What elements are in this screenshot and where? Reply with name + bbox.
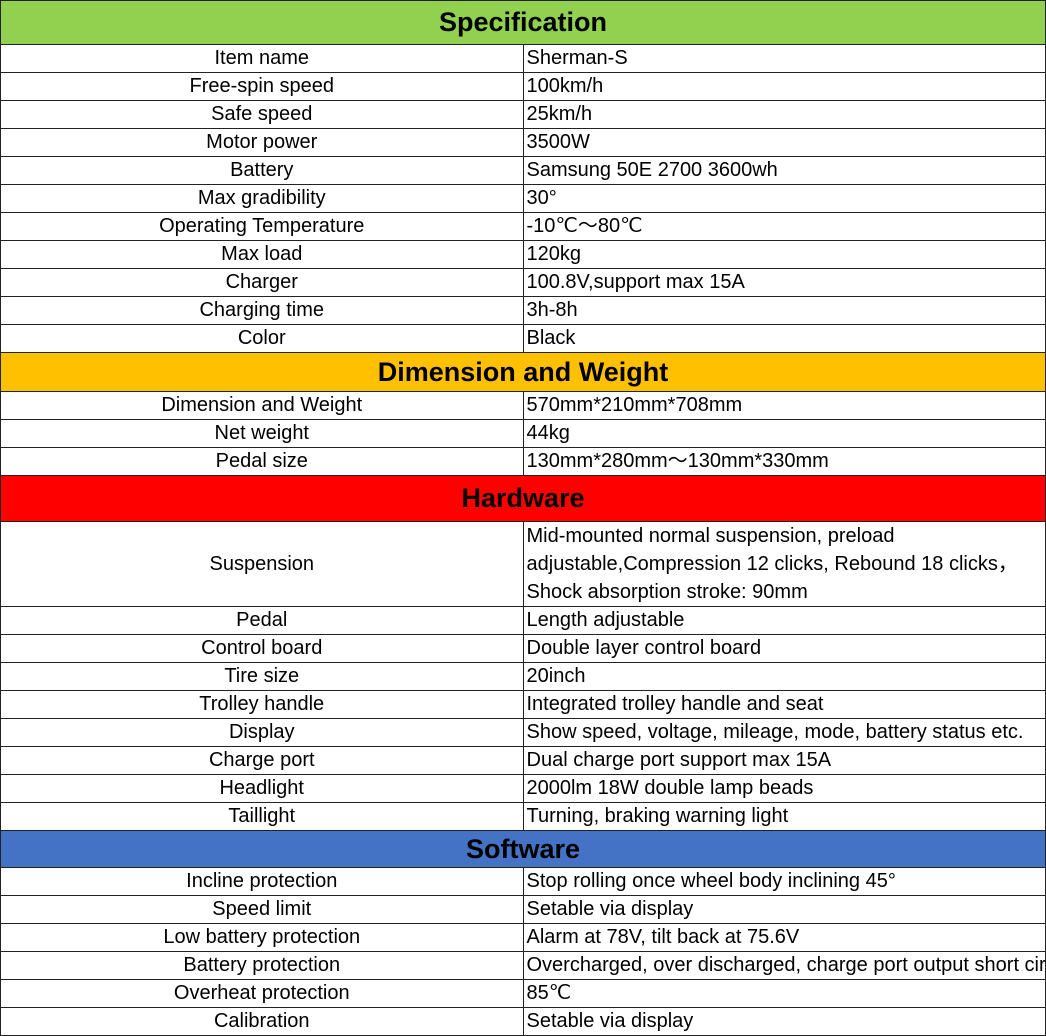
row-value: Mid-mounted normal suspension, preload a… [522,521,1046,607]
table-row: Max gradibility 30° [0,184,1046,213]
row-value: -10℃～80℃ [522,212,1046,241]
table-row: Suspension Mid-mounted normal suspension,… [0,521,1046,607]
table-row: Color Black [0,324,1046,353]
row-label: Charging time [0,296,524,325]
table-row: Taillight Turning, braking warning light [0,802,1046,831]
section-header-row: Specification [0,0,1046,45]
row-value: 570mm*210mm*708mm [522,391,1046,420]
section-title: Hardware [0,475,1046,522]
table-row: Charging time 3h-8h [0,296,1046,325]
row-value: 25km/h [522,100,1046,129]
row-label: Tire size [0,662,524,691]
row-label: Control board [0,634,524,663]
table-row: Calibration Setable via display [0,1007,1046,1036]
row-label: Max gradibility [0,184,524,213]
row-value: 100km/h [522,72,1046,101]
row-value: Sherman-S [522,44,1046,73]
row-value: Setable via display [522,1007,1046,1036]
row-label: Max load [0,240,524,269]
section-header-row: Software [0,830,1046,868]
table-row: Overheat protection 85℃ [0,979,1046,1008]
row-label: Battery protection [0,951,524,980]
row-label: Safe speed [0,100,524,129]
row-label: Suspension [0,521,524,607]
table-row: Low battery protection Alarm at 78V, tilt… [0,923,1046,952]
row-label: Overheat protection [0,979,524,1008]
table-row: Free-spin speed 100km/h [0,72,1046,101]
table-row: Max load 120kg [0,240,1046,269]
row-label: Net weight [0,419,524,448]
row-value: 44kg [522,419,1046,448]
row-label: Battery [0,156,524,185]
row-value: Overcharged, over discharged, charge por… [522,951,1046,980]
row-value: 3500W [522,128,1046,157]
row-label: Trolley handle [0,690,524,719]
table-row: Pedal Length adjustable [0,606,1046,635]
table-row: Charger 100.8V,support max 15A [0,268,1046,297]
table-row: Item name Sherman-S [0,44,1046,73]
section-header-row: Dimension and Weight [0,352,1046,392]
row-label: Pedal [0,606,524,635]
table-row: Speed limit Setable via display [0,895,1046,924]
table-row: Tire size 20inch [0,662,1046,691]
row-value: 85℃ [522,979,1046,1008]
row-value: 30° [522,184,1046,213]
row-label: Motor power [0,128,524,157]
row-value: Setable via display [522,895,1046,924]
row-label: Taillight [0,802,524,831]
row-value: Stop rolling once wheel body inclining 4… [522,867,1046,896]
row-value: Black [522,324,1046,353]
section-title: Dimension and Weight [0,352,1046,392]
row-value: Double layer control board [522,634,1046,663]
section-title: Software [0,830,1046,868]
row-label: Item name [0,44,524,73]
row-value: 130mm*280mm～130mm*330mm [522,447,1046,476]
row-label: Color [0,324,524,353]
row-value: 20inch [522,662,1046,691]
table-row: Trolley handle Integrated trolley handle … [0,690,1046,719]
section-header-row: Hardware [0,475,1046,522]
row-value: 3h-8h [522,296,1046,325]
row-value: 100.8V,support max 15A [522,268,1046,297]
table-row: Control board Double layer control board [0,634,1046,663]
table-row: Safe speed 25km/h [0,100,1046,129]
row-label: Dimension and Weight [0,391,524,420]
row-label: Low battery protection [0,923,524,952]
row-value: Dual charge port support max 15A [522,746,1046,775]
row-label: Charge port [0,746,524,775]
row-label: Headlight [0,774,524,803]
row-label: Calibration [0,1007,524,1036]
section-title: Specification [0,0,1046,45]
row-value: Turning, braking warning light [522,802,1046,831]
table-row: Battery protection Overcharged, over disc… [0,951,1046,980]
row-value: Length adjustable [522,606,1046,635]
row-label: Free-spin speed [0,72,524,101]
row-label: Charger [0,268,524,297]
table-row: Headlight 2000lm 18W double lamp beads [0,774,1046,803]
table-row: Operating Temperature -10℃～80℃ [0,212,1046,241]
row-value: Integrated trolley handle and seat [522,690,1046,719]
table-row: Incline protection Stop rolling once whee… [0,867,1046,896]
row-value: 120kg [522,240,1046,269]
row-value: 2000lm 18W double lamp beads [522,774,1046,803]
table-row: Display Show speed, voltage, mileage, mod… [0,718,1046,747]
row-label: Incline protection [0,867,524,896]
table-row: Battery Samsung 50E 2700 3600wh [0,156,1046,185]
row-value: Show speed, voltage, mileage, mode, batt… [522,718,1046,747]
table-row: Charge port Dual charge port support max … [0,746,1046,775]
table-row: Pedal size 130mm*280mm～130mm*330mm [0,447,1046,476]
row-value: Alarm at 78V, tilt back at 75.6V [522,923,1046,952]
row-label: Operating Temperature [0,212,524,241]
row-label: Speed limit [0,895,524,924]
row-value: Samsung 50E 2700 3600wh [522,156,1046,185]
table-row: Dimension and Weight 570mm*210mm*708mm [0,391,1046,420]
table-row: Motor power 3500W [0,128,1046,157]
row-label: Display [0,718,524,747]
row-label: Pedal size [0,447,524,476]
table-row: Net weight 44kg [0,419,1046,448]
